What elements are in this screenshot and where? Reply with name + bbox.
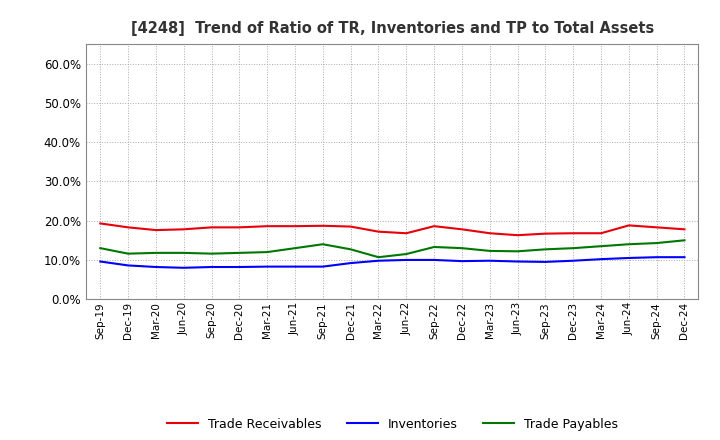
Trade Payables <box>318 242 327 247</box>
Trade Payables <box>235 250 243 256</box>
Trade Receivables <box>124 225 132 230</box>
Trade Receivables <box>263 224 271 229</box>
Inventories <box>207 264 216 270</box>
Inventories <box>680 255 689 260</box>
Inventories <box>346 260 355 266</box>
Inventories <box>597 257 606 262</box>
Inventories <box>541 259 550 264</box>
Line: Trade Payables: Trade Payables <box>100 240 685 257</box>
Trade Payables <box>402 251 410 257</box>
Trade Payables <box>458 246 467 251</box>
Trade Payables <box>597 244 606 249</box>
Trade Payables <box>96 246 104 251</box>
Line: Inventories: Inventories <box>100 257 685 268</box>
Inventories <box>152 264 161 270</box>
Inventories <box>569 258 577 264</box>
Inventories <box>624 255 633 260</box>
Trade Payables <box>680 238 689 243</box>
Trade Payables <box>485 248 494 253</box>
Trade Payables <box>624 242 633 247</box>
Trade Receivables <box>597 231 606 236</box>
Inventories <box>179 265 188 271</box>
Trade Payables <box>152 250 161 256</box>
Trade Payables <box>291 246 300 251</box>
Trade Receivables <box>680 227 689 232</box>
Trade Payables <box>124 251 132 256</box>
Trade Payables <box>652 240 661 246</box>
Trade Receivables <box>402 231 410 236</box>
Inventories <box>124 263 132 268</box>
Trade Receivables <box>346 224 355 229</box>
Inventories <box>402 257 410 263</box>
Trade Receivables <box>652 225 661 230</box>
Trade Payables <box>569 246 577 251</box>
Trade Receivables <box>430 224 438 229</box>
Trade Receivables <box>513 233 522 238</box>
Legend: Trade Receivables, Inventories, Trade Payables: Trade Receivables, Inventories, Trade Pa… <box>162 413 623 436</box>
Trade Receivables <box>152 227 161 233</box>
Trade Payables <box>430 244 438 249</box>
Inventories <box>430 257 438 263</box>
Inventories <box>485 258 494 264</box>
Inventories <box>291 264 300 269</box>
Inventories <box>513 259 522 264</box>
Trade Receivables <box>458 227 467 232</box>
Inventories <box>458 258 467 264</box>
Trade Receivables <box>291 224 300 229</box>
Trade Payables <box>346 247 355 252</box>
Trade Receivables <box>179 227 188 232</box>
Inventories <box>652 255 661 260</box>
Title: [4248]  Trend of Ratio of TR, Inventories and TP to Total Assets: [4248] Trend of Ratio of TR, Inventories… <box>131 21 654 36</box>
Trade Payables <box>374 255 383 260</box>
Trade Payables <box>207 251 216 256</box>
Trade Receivables <box>374 229 383 235</box>
Trade Payables <box>263 249 271 255</box>
Inventories <box>263 264 271 269</box>
Trade Receivables <box>541 231 550 236</box>
Inventories <box>96 259 104 264</box>
Trade Receivables <box>318 223 327 228</box>
Inventories <box>235 264 243 270</box>
Line: Trade Receivables: Trade Receivables <box>100 224 685 235</box>
Trade Receivables <box>569 231 577 236</box>
Trade Payables <box>541 247 550 252</box>
Inventories <box>318 264 327 269</box>
Inventories <box>374 258 383 264</box>
Trade Payables <box>513 249 522 254</box>
Trade Payables <box>179 250 188 256</box>
Trade Receivables <box>485 231 494 236</box>
Trade Receivables <box>96 221 104 226</box>
Trade Receivables <box>624 223 633 228</box>
Trade Receivables <box>207 225 216 230</box>
Trade Receivables <box>235 225 243 230</box>
